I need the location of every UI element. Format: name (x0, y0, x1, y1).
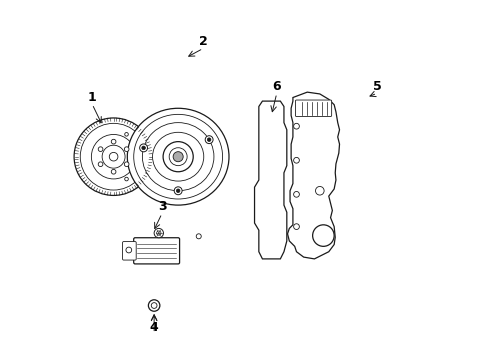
Circle shape (315, 186, 324, 195)
Text: 5: 5 (372, 80, 381, 93)
Ellipse shape (152, 132, 203, 181)
Circle shape (140, 144, 147, 152)
Circle shape (98, 162, 102, 167)
Circle shape (91, 134, 136, 179)
Polygon shape (254, 101, 286, 259)
Circle shape (111, 170, 116, 174)
Circle shape (124, 132, 128, 136)
Ellipse shape (127, 108, 228, 205)
Circle shape (111, 139, 116, 144)
Circle shape (293, 192, 299, 197)
Text: 1: 1 (87, 91, 96, 104)
Circle shape (102, 145, 125, 168)
Circle shape (207, 138, 210, 141)
FancyBboxPatch shape (122, 242, 136, 260)
Text: 4: 4 (149, 320, 158, 333)
Circle shape (196, 234, 201, 239)
Polygon shape (287, 92, 339, 259)
Circle shape (163, 141, 193, 172)
Circle shape (205, 136, 213, 144)
Ellipse shape (74, 118, 153, 195)
Text: 2: 2 (199, 35, 207, 49)
Circle shape (124, 162, 129, 167)
Circle shape (148, 300, 160, 311)
Circle shape (173, 152, 183, 162)
Circle shape (109, 152, 118, 161)
FancyBboxPatch shape (295, 100, 331, 117)
Circle shape (124, 177, 128, 181)
Circle shape (293, 123, 299, 129)
Text: 6: 6 (272, 80, 281, 93)
Text: 3: 3 (158, 201, 166, 213)
Circle shape (98, 147, 102, 152)
Circle shape (126, 247, 131, 253)
Circle shape (174, 187, 182, 195)
Circle shape (293, 157, 299, 163)
Circle shape (169, 148, 187, 166)
Circle shape (142, 146, 145, 150)
Ellipse shape (142, 123, 213, 191)
Circle shape (154, 228, 163, 238)
Circle shape (124, 147, 129, 152)
FancyBboxPatch shape (133, 238, 179, 264)
Circle shape (176, 189, 180, 193)
Circle shape (312, 225, 333, 246)
Circle shape (80, 123, 147, 190)
Circle shape (293, 224, 299, 229)
Circle shape (151, 303, 157, 309)
Circle shape (156, 231, 161, 235)
Ellipse shape (133, 114, 222, 199)
